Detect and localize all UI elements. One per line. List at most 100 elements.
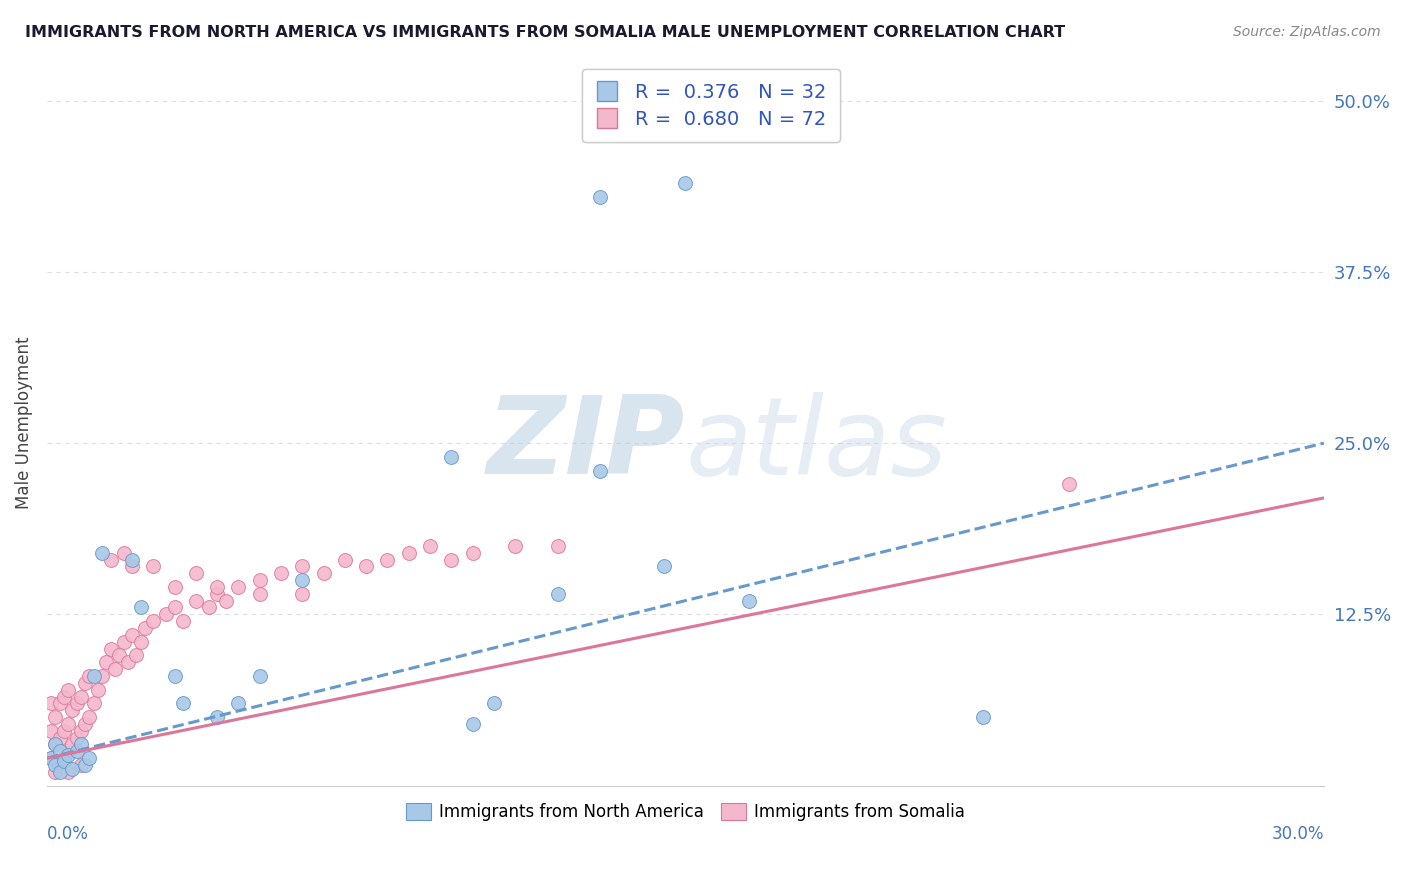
Point: [270, 566, 292, 581]
Point: [398, 546, 420, 560]
Point: [62, 703, 84, 717]
Point: [52, 751, 75, 765]
Point: [70, 738, 93, 752]
Point: [39, 697, 62, 711]
Point: [104, 662, 127, 676]
Point: [249, 587, 271, 601]
Point: [79, 751, 101, 765]
Point: [75, 717, 97, 731]
Point: [48, 697, 70, 711]
Point: [56, 744, 79, 758]
Point: [48, 758, 70, 772]
Point: [117, 655, 139, 669]
Point: [44, 710, 66, 724]
Point: [83, 669, 105, 683]
Point: [79, 669, 101, 683]
Text: ZIP: ZIP: [486, 392, 685, 498]
Point: [70, 690, 93, 704]
Point: [121, 559, 143, 574]
Point: [44, 738, 66, 752]
Point: [83, 697, 105, 711]
Point: [215, 593, 238, 607]
Point: [440, 552, 463, 566]
Point: [121, 552, 143, 566]
Point: [503, 539, 526, 553]
Point: [91, 669, 114, 683]
Point: [62, 762, 84, 776]
Point: [62, 738, 84, 752]
Point: [172, 614, 194, 628]
Point: [155, 607, 177, 622]
Point: [461, 546, 484, 560]
Point: [129, 600, 152, 615]
Point: [163, 600, 186, 615]
Point: [205, 710, 228, 724]
Point: [87, 682, 110, 697]
Point: [56, 764, 79, 779]
Point: [56, 748, 79, 763]
Point: [547, 539, 569, 553]
Point: [249, 669, 271, 683]
Point: [44, 758, 66, 772]
Point: [121, 628, 143, 642]
Point: [419, 539, 441, 553]
Point: [972, 710, 994, 724]
Point: [96, 655, 118, 669]
Point: [125, 648, 148, 663]
Point: [52, 754, 75, 768]
Point: [134, 621, 156, 635]
Point: [482, 697, 505, 711]
Point: [39, 751, 62, 765]
Point: [461, 717, 484, 731]
Point: [1057, 477, 1080, 491]
Point: [52, 690, 75, 704]
Point: [142, 559, 165, 574]
Point: [163, 580, 186, 594]
Point: [197, 600, 219, 615]
Text: 30.0%: 30.0%: [1271, 825, 1324, 844]
Point: [70, 723, 93, 738]
Point: [112, 634, 135, 648]
Point: [56, 682, 79, 697]
Text: 0.0%: 0.0%: [46, 825, 89, 844]
Point: [184, 593, 207, 607]
Point: [589, 189, 612, 203]
Point: [673, 176, 696, 190]
Point: [108, 648, 131, 663]
Point: [354, 559, 377, 574]
Point: [91, 546, 114, 560]
Y-axis label: Male Unemployment: Male Unemployment: [15, 336, 32, 508]
Point: [66, 731, 89, 745]
Point: [48, 744, 70, 758]
Point: [39, 723, 62, 738]
Point: [66, 744, 89, 758]
Point: [249, 573, 271, 587]
Point: [48, 731, 70, 745]
Point: [291, 573, 314, 587]
Point: [333, 552, 356, 566]
Point: [129, 634, 152, 648]
Text: Source: ZipAtlas.com: Source: ZipAtlas.com: [1233, 25, 1381, 39]
Point: [44, 738, 66, 752]
Point: [291, 559, 314, 574]
Point: [184, 566, 207, 581]
Point: [52, 723, 75, 738]
Point: [39, 751, 62, 765]
Point: [172, 697, 194, 711]
Point: [48, 764, 70, 779]
Point: [738, 593, 761, 607]
Text: IMMIGRANTS FROM NORTH AMERICA VS IMMIGRANTS FROM SOMALIA MALE UNEMPLOYMENT CORRE: IMMIGRANTS FROM NORTH AMERICA VS IMMIGRA…: [25, 25, 1066, 40]
Point: [440, 450, 463, 464]
Point: [66, 697, 89, 711]
Point: [589, 463, 612, 477]
Point: [44, 764, 66, 779]
Point: [652, 559, 675, 574]
Point: [79, 710, 101, 724]
Point: [163, 669, 186, 683]
Point: [228, 580, 250, 594]
Point: [291, 587, 314, 601]
Point: [112, 546, 135, 560]
Text: atlas: atlas: [685, 392, 948, 497]
Point: [70, 758, 93, 772]
Point: [205, 587, 228, 601]
